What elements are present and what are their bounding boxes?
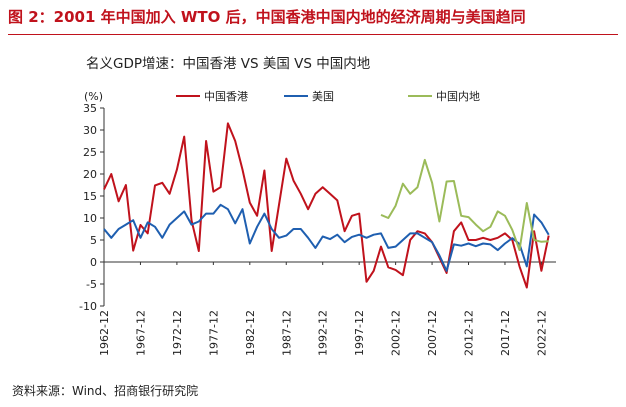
x-tick-label: 2017-12 — [499, 310, 512, 356]
x-tick-label: 1982-12 — [244, 310, 257, 356]
y-tick-label: 35 — [83, 102, 97, 115]
y-axis-unit-label: (%) — [84, 90, 103, 103]
x-tick-label: 2007-12 — [426, 310, 439, 356]
legend-label-3: 中国内地 — [436, 89, 480, 103]
x-tick-label: 1972-12 — [171, 310, 184, 356]
chart-title: 名义GDP增速：中国香港 VS 美国 VS 中国内地 — [86, 56, 371, 72]
y-tick-label: 10 — [83, 212, 97, 225]
y-tick-label: -10 — [79, 300, 97, 313]
y-tick-label: -5 — [86, 278, 97, 291]
x-tick-label: 1967-12 — [134, 310, 147, 356]
x-tick-label: 1992-12 — [317, 310, 330, 356]
x-tick-label: 2012-12 — [463, 310, 476, 356]
legend-label-2: 美国 — [312, 90, 334, 103]
title-divider — [8, 34, 618, 35]
x-tick-label: 1977-12 — [207, 310, 220, 356]
y-tick-label: 20 — [83, 168, 97, 181]
series-line-3 — [380, 158, 549, 252]
x-tick-label: 2002-12 — [390, 310, 403, 356]
series-line-2 — [103, 203, 550, 272]
source-note: 资料来源：Wind、招商银行研究院 — [12, 384, 199, 398]
x-tick-label: 1987-12 — [280, 310, 293, 356]
series-line-1 — [103, 122, 550, 289]
y-tick-label: 5 — [90, 234, 97, 247]
y-tick-label: 30 — [83, 124, 97, 137]
legend-label-1: 中国香港 — [204, 90, 248, 103]
y-tick-label: 0 — [90, 256, 97, 269]
x-tick-label: 2022-12 — [535, 310, 548, 356]
y-tick-label: 25 — [83, 146, 97, 159]
x-tick-label: 1962-12 — [98, 310, 111, 356]
y-tick-label: 15 — [83, 190, 97, 203]
figure-title: 图 2：2001 年中国加入 WTO 后，中国香港中国内地的经济周期与美国趋同 — [8, 8, 526, 26]
x-tick-label: 1997-12 — [353, 310, 366, 356]
